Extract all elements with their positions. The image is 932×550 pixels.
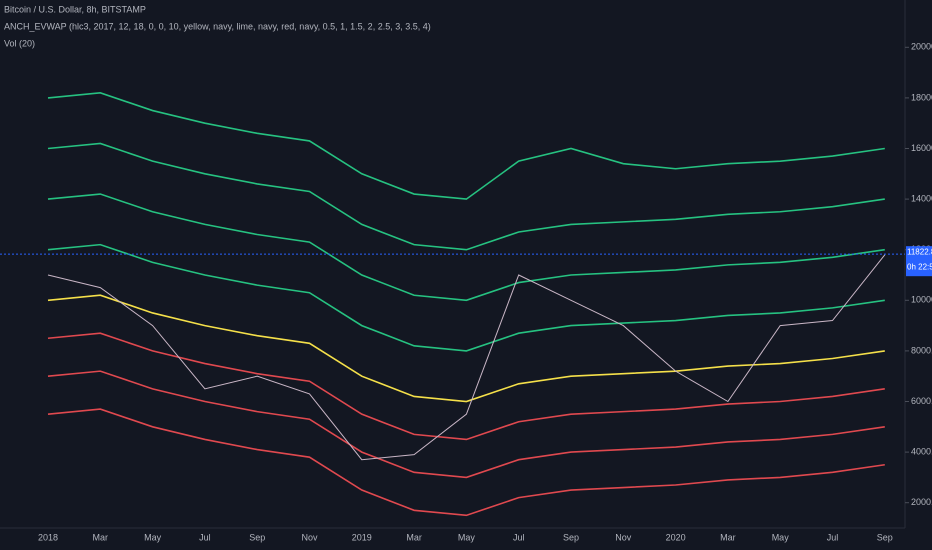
series-line <box>47 294 885 403</box>
x-tick-label: May <box>144 532 162 542</box>
series-line <box>47 142 885 251</box>
x-tick-label: May <box>458 532 476 542</box>
series-line <box>47 370 885 479</box>
last-price-label: 11822.82 <box>907 247 932 256</box>
last-price-box <box>906 246 932 277</box>
x-tick-label: Jul <box>199 532 211 542</box>
y-tick-label: 6000.00 <box>911 396 932 406</box>
x-tick-label: Mar <box>720 532 736 542</box>
y-tick-label: 4000.00 <box>911 446 932 456</box>
series-line <box>47 254 886 461</box>
series-line <box>47 408 885 517</box>
y-tick-label: 10000.00 <box>911 295 932 305</box>
series-line <box>47 193 885 302</box>
x-tick-label: Mar <box>406 532 422 542</box>
series-line <box>47 243 885 352</box>
volume-label: Vol (20) <box>4 38 35 48</box>
x-tick-label: Nov <box>301 532 318 542</box>
x-tick-label: 2019 <box>352 532 372 542</box>
x-tick-label: Nov <box>615 532 632 542</box>
x-tick-label: Sep <box>877 532 893 542</box>
indicator-label: ANCH_EVWAP (hlc3, 2017, 12, 18, 0, 0, 10… <box>4 21 431 31</box>
x-tick-label: 2018 <box>38 532 58 542</box>
x-tick-label: Sep <box>563 532 579 542</box>
x-tick-label: Mar <box>93 532 109 542</box>
x-tick-label: Jul <box>513 532 525 542</box>
y-tick-label: 2000.00 <box>911 497 932 507</box>
y-tick-label: 8000.00 <box>911 345 932 355</box>
x-tick-label: Jul <box>827 532 839 542</box>
series-line <box>47 332 885 441</box>
y-tick-label: 18000.00 <box>911 92 932 102</box>
countdown-label: 0h 22:57 <box>907 262 932 271</box>
chart-title: Bitcoin / U.S. Dollar, 8h, BITSTAMP <box>4 4 146 14</box>
x-tick-label: May <box>772 532 790 542</box>
x-tick-label: Sep <box>249 532 265 542</box>
series-line <box>47 92 885 200</box>
y-tick-label: 14000.00 <box>911 193 932 203</box>
x-tick-label: 2020 <box>666 532 686 542</box>
y-tick-label: 16000.00 <box>911 143 932 153</box>
y-tick-label: 20000.00 <box>911 42 932 52</box>
